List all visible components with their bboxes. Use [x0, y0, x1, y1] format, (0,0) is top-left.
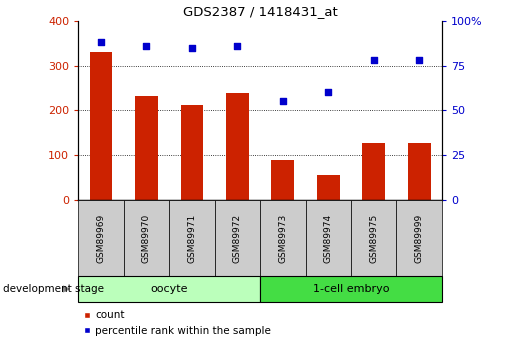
Title: GDS2387 / 1418431_at: GDS2387 / 1418431_at — [183, 5, 337, 18]
Bar — [135, 96, 158, 200]
Text: GSM89972: GSM89972 — [233, 214, 242, 263]
Bar — [363, 143, 385, 200]
Bar — [351, 200, 396, 276]
Point — [279, 99, 287, 104]
Bar — [78, 276, 260, 302]
Bar — [306, 200, 351, 276]
Bar — [260, 200, 306, 276]
Text: development stage: development stage — [3, 284, 104, 294]
Bar — [124, 200, 169, 276]
Bar — [215, 200, 260, 276]
Bar — [181, 105, 203, 200]
Bar — [260, 276, 442, 302]
Text: GSM89999: GSM89999 — [415, 214, 424, 263]
Bar — [169, 200, 215, 276]
Text: GSM89969: GSM89969 — [96, 214, 106, 263]
Point — [97, 39, 105, 45]
Bar — [78, 200, 124, 276]
Point — [142, 43, 150, 49]
Point — [415, 57, 423, 63]
Bar — [408, 143, 431, 200]
Text: GSM89971: GSM89971 — [187, 214, 196, 263]
Bar — [396, 200, 442, 276]
Text: oocyte: oocyte — [150, 284, 188, 294]
Point — [370, 57, 378, 63]
Bar — [272, 160, 294, 200]
Text: 1-cell embryo: 1-cell embryo — [313, 284, 389, 294]
Bar — [317, 175, 340, 200]
Point — [324, 90, 332, 95]
Bar — [226, 93, 249, 200]
Text: GSM89975: GSM89975 — [369, 214, 378, 263]
Text: GSM89973: GSM89973 — [278, 214, 287, 263]
Text: GSM89970: GSM89970 — [142, 214, 151, 263]
Legend: count, percentile rank within the sample: count, percentile rank within the sample — [78, 306, 275, 340]
Text: GSM89974: GSM89974 — [324, 214, 333, 263]
Point — [233, 43, 241, 49]
Bar — [90, 52, 113, 200]
Point — [188, 45, 196, 50]
